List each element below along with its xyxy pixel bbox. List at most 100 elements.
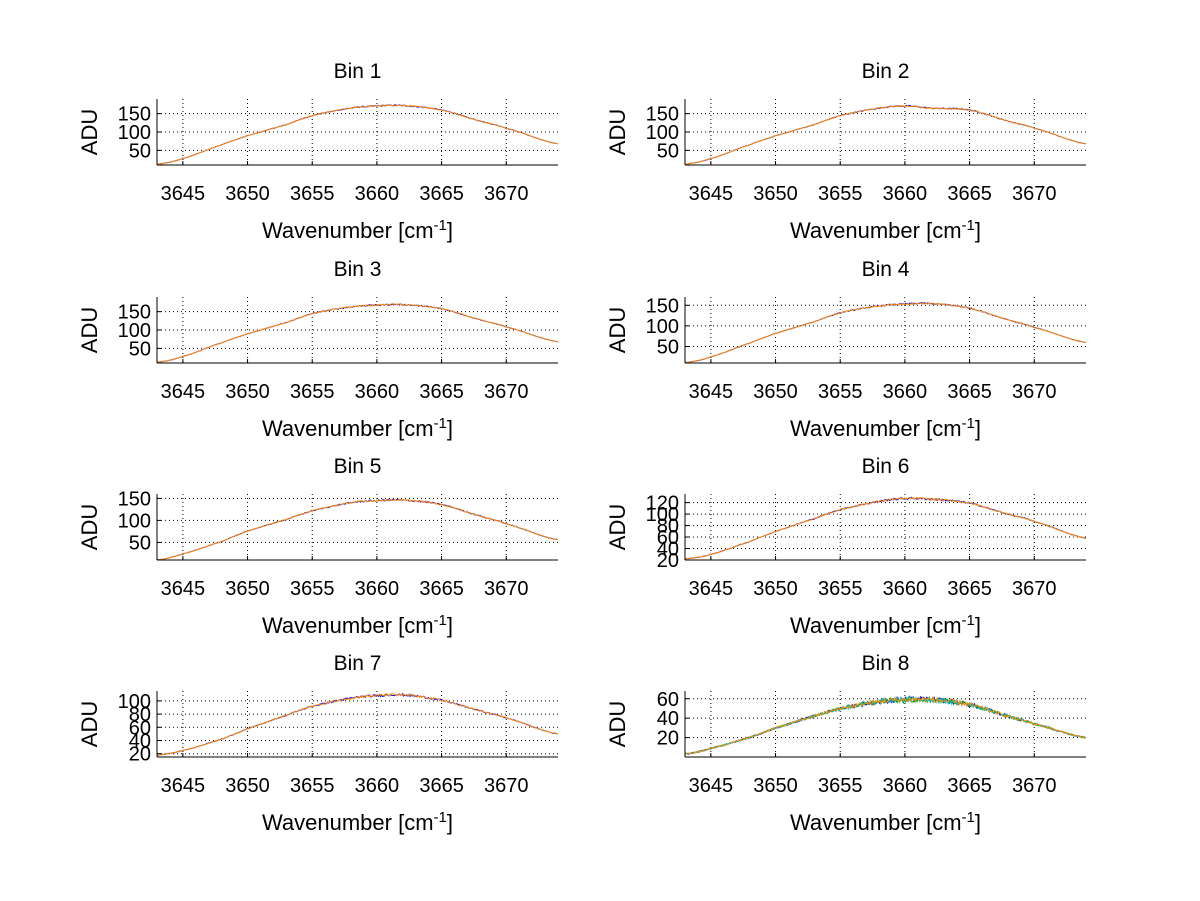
y-tick-label: 100 xyxy=(118,510,151,532)
y-tick-label: 40 xyxy=(129,731,151,753)
y-tick-label: 120 xyxy=(646,493,679,515)
subplot-title: Bin 6 xyxy=(862,455,910,478)
x-axis-label: Wavenumber [cm-1] xyxy=(790,809,981,836)
x-axis-label: Wavenumber [cm-1] xyxy=(262,612,453,639)
y-tick-label: 150 xyxy=(118,302,151,324)
y-tick-label: 20 xyxy=(657,550,679,572)
x-tick-label: 3660 xyxy=(883,578,928,600)
y-axis-label: ADU xyxy=(77,307,102,353)
x-axis-label: Wavenumber [cm-1] xyxy=(790,217,981,244)
x-axis-label: Wavenumber [cm-1] xyxy=(790,415,981,442)
y-axis-label: ADU xyxy=(605,701,630,747)
y-axis-label: ADU xyxy=(605,307,630,353)
series-line xyxy=(684,496,1087,560)
y-tick-label: 150 xyxy=(118,104,151,126)
subplot-title: Bin 8 xyxy=(862,652,910,675)
series-line xyxy=(156,498,559,561)
subplot-title: Bin 1 xyxy=(334,60,382,83)
x-tick-label: 3670 xyxy=(484,381,529,403)
x-tick-label: 3650 xyxy=(753,381,798,403)
x-tick-label: 3655 xyxy=(818,578,863,600)
y-tick-label: 80 xyxy=(129,704,151,726)
x-tick-label: 3660 xyxy=(355,183,400,205)
x-tick-label: 3645 xyxy=(161,578,206,600)
y-tick-label: 40 xyxy=(657,539,679,561)
x-tick-label: 3645 xyxy=(689,775,734,797)
y-tick-label: 50 xyxy=(657,337,679,359)
x-tick-label: 3650 xyxy=(753,578,798,600)
x-tick-label: 3670 xyxy=(484,775,529,797)
series-line xyxy=(684,104,1087,165)
x-tick-label: 3655 xyxy=(818,775,863,797)
x-tick-label: 3665 xyxy=(947,183,992,205)
y-axis-label: ADU xyxy=(605,109,630,155)
y-tick-label: 20 xyxy=(129,744,151,766)
y-tick-label: 50 xyxy=(129,338,151,360)
y-tick-label: 100 xyxy=(646,504,679,526)
x-tick-label: 3655 xyxy=(818,381,863,403)
y-tick-label: 100 xyxy=(646,316,679,338)
x-tick-label: 3665 xyxy=(947,578,992,600)
y-tick-label: 100 xyxy=(118,122,151,144)
series-line xyxy=(157,104,559,165)
y-axis-label: ADU xyxy=(77,504,102,550)
subplot-title: Bin 7 xyxy=(334,652,382,675)
series-line xyxy=(684,695,1087,755)
x-tick-label: 3670 xyxy=(1012,381,1057,403)
x-tick-label: 3665 xyxy=(419,381,464,403)
series-line xyxy=(156,498,559,561)
y-tick-label: 60 xyxy=(657,689,679,711)
y-tick-label: 150 xyxy=(646,104,679,126)
series-line xyxy=(684,104,1086,165)
x-tick-label: 3650 xyxy=(225,578,270,600)
series-line xyxy=(157,303,559,363)
subplot-title: Bin 5 xyxy=(334,455,382,478)
x-tick-label: 3655 xyxy=(818,183,863,205)
series-line xyxy=(156,303,558,363)
x-axis-label: Wavenumber [cm-1] xyxy=(262,217,453,244)
y-tick-label: 60 xyxy=(657,527,679,549)
x-tick-label: 3665 xyxy=(419,578,464,600)
x-tick-label: 3660 xyxy=(883,381,928,403)
x-tick-label: 3670 xyxy=(484,183,529,205)
x-tick-label: 3645 xyxy=(161,183,206,205)
x-tick-label: 3665 xyxy=(947,775,992,797)
x-tick-label: 3650 xyxy=(225,381,270,403)
x-tick-label: 3650 xyxy=(753,183,798,205)
x-tick-label: 3660 xyxy=(355,381,400,403)
x-tick-label: 3645 xyxy=(161,381,206,403)
x-tick-label: 3670 xyxy=(484,578,529,600)
x-tick-label: 3660 xyxy=(355,775,400,797)
y-tick-label: 60 xyxy=(129,717,151,739)
subplot-title: Bin 2 xyxy=(862,60,910,83)
series-line xyxy=(684,695,1087,755)
x-axis-label: Wavenumber [cm-1] xyxy=(262,809,453,836)
x-tick-label: 3665 xyxy=(419,183,464,205)
y-axis-label: ADU xyxy=(77,701,102,747)
x-tick-label: 3645 xyxy=(161,775,206,797)
x-tick-label: 3650 xyxy=(225,183,270,205)
x-tick-label: 3660 xyxy=(355,578,400,600)
y-tick-label: 150 xyxy=(646,295,679,317)
x-tick-label: 3670 xyxy=(1012,183,1057,205)
series-line xyxy=(156,692,559,756)
x-tick-label: 3655 xyxy=(290,183,335,205)
y-tick-label: 100 xyxy=(118,320,151,342)
subplot-title: Bin 4 xyxy=(862,258,910,281)
x-tick-label: 3660 xyxy=(883,775,928,797)
x-tick-label: 3655 xyxy=(290,578,335,600)
x-tick-label: 3670 xyxy=(1012,578,1057,600)
y-tick-label: 40 xyxy=(657,708,679,730)
x-axis-label: Wavenumber [cm-1] xyxy=(790,612,981,639)
series-line xyxy=(684,302,1087,364)
subplot-title: Bin 3 xyxy=(334,258,382,281)
x-tick-label: 3645 xyxy=(689,183,734,205)
